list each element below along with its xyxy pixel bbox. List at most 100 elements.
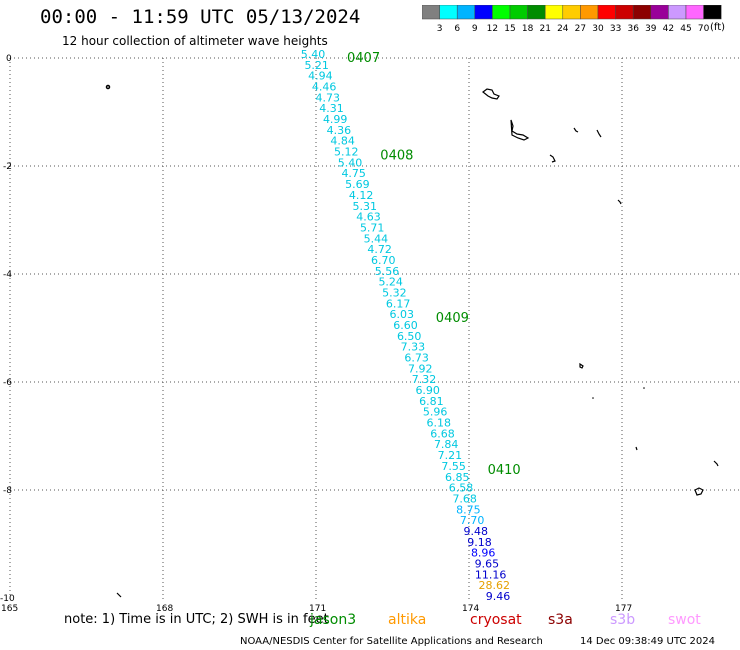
wave-height-value: 6.50 — [397, 330, 422, 343]
wave-height-value: 6.68 — [430, 427, 455, 440]
island-icon — [116, 592, 122, 598]
color-scale-label: 24 — [557, 24, 569, 34]
longitude-label: 171 — [309, 604, 326, 614]
wave-height-value: 6.90 — [415, 384, 440, 397]
wave-height-value: 6.73 — [404, 352, 429, 365]
color-scale-swatch — [509, 5, 528, 20]
latitude-label: -6 — [3, 378, 12, 388]
island-icon — [579, 362, 584, 369]
wave-height-value: 5.24 — [378, 276, 403, 289]
track-time-label: 0407 — [347, 51, 380, 66]
island-icon — [596, 129, 602, 138]
wave-height-value: 5.71 — [360, 221, 385, 234]
wave-height-value: 4.99 — [323, 113, 348, 126]
color-scale-swatch — [439, 5, 458, 20]
island-icon — [592, 397, 594, 399]
island-icon — [482, 88, 500, 100]
altimeter-track: 5.405.214.944.464.734.314.994.364.845.12… — [301, 48, 521, 603]
color-scale-label: 9 — [472, 24, 478, 34]
wave-height-value: 4.63 — [356, 211, 381, 224]
wave-height-value: 7.33 — [401, 341, 426, 354]
wave-height-value: 4.84 — [330, 135, 355, 148]
wave-height-value: 5.40 — [338, 156, 363, 169]
color-scale-swatch — [580, 5, 599, 20]
color-scale-label: 3 — [437, 24, 443, 34]
wave-height-value: 6.60 — [393, 319, 418, 332]
legend-cryosat: cryosat — [470, 612, 522, 628]
wave-height-value: 5.31 — [353, 200, 378, 213]
wave-height-value: 7.32 — [412, 373, 437, 386]
track-time-label: 0410 — [488, 463, 521, 478]
wave-height-value: 5.96 — [423, 406, 448, 419]
wave-height-value: 7.68 — [452, 492, 477, 505]
color-scale-label: 70 — [698, 24, 710, 34]
color-scale-label: 18 — [522, 24, 534, 34]
wave-height-value: 7.92 — [408, 362, 433, 375]
color-scale-label: 30 — [592, 24, 604, 34]
note-text: note: 1) Time is in UTC; 2) SWH is in fe… — [64, 612, 329, 627]
wave-height-value: 6.18 — [427, 417, 452, 430]
wave-height-value: 7.84 — [434, 438, 459, 451]
color-scale-swatch — [685, 5, 704, 20]
color-scale-label: 39 — [645, 24, 657, 34]
wave-height-value: 4.94 — [308, 70, 333, 83]
wave-height-value: 8.75 — [456, 503, 481, 516]
color-scale-label: 36 — [627, 24, 639, 34]
wave-height-value: 7.21 — [438, 449, 463, 462]
color-scale-swatch — [632, 5, 652, 20]
wave-height-value: 5.56 — [375, 265, 400, 278]
legend-s3a: s3a — [548, 612, 573, 628]
island-icon — [573, 127, 579, 133]
island-icon — [694, 487, 704, 496]
latitude-label: -4 — [3, 270, 12, 280]
island-icon — [105, 84, 111, 90]
latitude-label: -8 — [3, 486, 12, 496]
wave-height-value: 6.81 — [419, 395, 444, 408]
latitude-label: -2 — [3, 162, 12, 172]
color-scale-label: 21 — [539, 24, 550, 34]
wave-height-value: 6.58 — [449, 482, 474, 495]
wave-height-value: 28.62 — [479, 579, 511, 592]
wave-height-value: 5.12 — [334, 146, 359, 159]
island-outlines — [105, 84, 719, 598]
island-icon — [549, 154, 556, 163]
color-scale-swatch — [474, 5, 493, 20]
wave-height-value: 9.65 — [475, 557, 500, 570]
color-scale-label: 27 — [575, 24, 586, 34]
longitude-label: 165 — [1, 604, 18, 614]
color-scale-swatch — [615, 5, 634, 20]
legend-jason3: jason3 — [310, 612, 357, 628]
map-grid — [9, 57, 740, 600]
island-icon — [643, 387, 645, 389]
wave-height-value: 5.21 — [304, 59, 329, 72]
footer-timestamp: 14 Dec 09:38:49 UTC 2024 — [580, 636, 715, 647]
wave-height-value: 7.55 — [441, 460, 466, 473]
wave-height-value: 6.85 — [445, 471, 470, 484]
wave-height-value: 4.36 — [327, 124, 352, 137]
wave-height-value: 4.75 — [341, 167, 366, 180]
longitude-label: 168 — [156, 604, 173, 614]
latitude-label: 0 — [6, 54, 12, 64]
color-scale-label: 15 — [504, 24, 515, 34]
color-scale-label: 45 — [680, 24, 691, 34]
color-scale-swatch — [456, 5, 476, 20]
wave-height-value: 4.31 — [319, 102, 344, 115]
color-scale-swatch — [562, 5, 581, 20]
island-icon — [713, 460, 719, 467]
color-scale-label: 33 — [610, 24, 621, 34]
latitude-label: -10 — [0, 594, 15, 604]
wave-height-value: 4.72 — [367, 243, 392, 256]
island-icon — [510, 119, 530, 141]
legend-swot: swot — [668, 612, 701, 628]
track-time-label: 0408 — [380, 149, 413, 164]
wave-height-value: 9.48 — [464, 525, 489, 538]
wave-height-value: 5.69 — [345, 178, 370, 191]
color-scale-bar: 3 6 9 12 15 18 21 24 27 30 33 36 39 42 45 70 — [422, 5, 722, 34]
wave-height-value: 5.40 — [301, 48, 326, 61]
wave-height-value: 4.12 — [349, 189, 374, 202]
color-scale-swatch — [492, 5, 511, 20]
map-title: 00:00 - 11:59 UTC 05/13/2024 — [40, 6, 361, 28]
color-scale-unit: (ft) — [710, 22, 726, 33]
axis-labels: 165 168 171 174 177 0 -2 -4 -6 -8 -10 — [0, 54, 632, 614]
